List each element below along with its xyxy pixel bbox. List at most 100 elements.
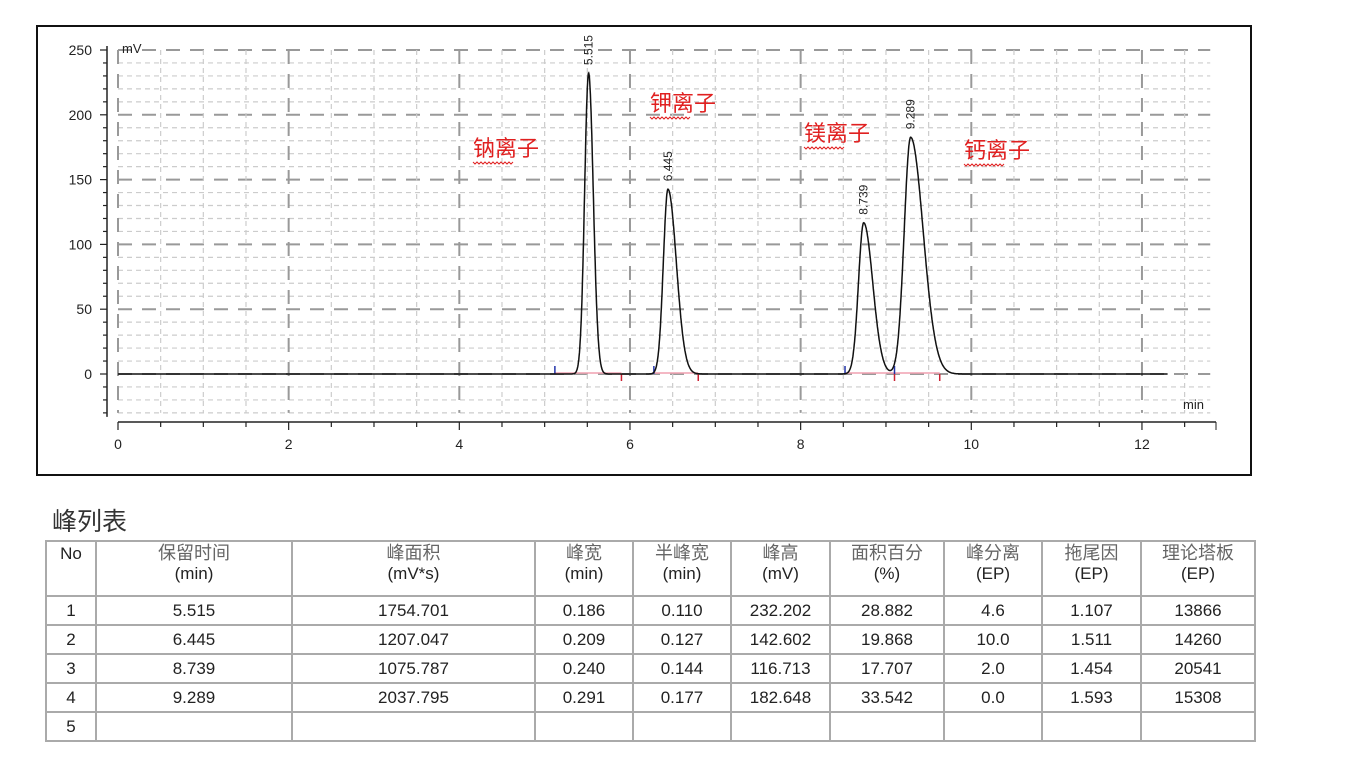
column-header: 峰宽 (min) (534, 540, 634, 597)
header-label: 峰高 (762, 543, 799, 564)
table-row: 4 9.289 2037.795 0.291 0.177 182.648 33.542 0.0… (45, 682, 1256, 713)
ion-annotation: 钠离子 (473, 137, 539, 162)
header-label: 理论塔板 (1162, 543, 1234, 564)
x-tick-label: 12 (1134, 436, 1150, 452)
table-cell: 13866 (1140, 595, 1256, 626)
column-header: No (45, 540, 97, 597)
header-label: 半峰宽 (655, 543, 709, 564)
header-unit: (mV) (762, 564, 799, 583)
peak-rt-label: 8.739 (857, 184, 871, 214)
table-cell: 0.186 (534, 595, 634, 626)
header-label: 拖尾因 (1064, 543, 1119, 564)
table-cell: 9.289 (95, 682, 293, 713)
table-cell (534, 711, 634, 742)
table-cell (730, 711, 831, 742)
header-unit: (%) (873, 564, 901, 583)
table-cell: 116.713 (730, 653, 831, 684)
y-tick-label: 150 (69, 172, 93, 188)
table-cell: 4 (45, 682, 97, 713)
table-cell: 0.209 (534, 624, 634, 655)
table-cell: 1207.047 (291, 624, 536, 655)
header-unit: (min) (174, 564, 214, 583)
table-cell: 1754.701 (291, 595, 536, 626)
y-tick-label: 100 (69, 236, 93, 252)
table-cell: 0.291 (534, 682, 634, 713)
peak-rt-label: 5.515 (582, 35, 596, 65)
table-cell (291, 711, 536, 742)
spellcheck-underline (649, 116, 691, 120)
ion-annotation: 钙离子 (964, 139, 1030, 164)
column-header: 峰面积 (mV*s) (291, 540, 536, 597)
column-header: 理论塔板 (EP) (1140, 540, 1256, 597)
column-header: 半峰宽 (min) (632, 540, 732, 597)
table-cell: 5 (45, 711, 97, 742)
ion-annotation: 镁离子 (804, 122, 870, 147)
table-cell (943, 711, 1043, 742)
y-tick-label: 0 (84, 366, 92, 382)
chromatogram-chart: 250 200 150 100 50 0 0 2 4 6 8 10 12 mV min 5.515 钠离子 6.4… (36, 25, 1252, 476)
table-cell: 0.177 (632, 682, 732, 713)
table-cell: 1.593 (1041, 682, 1142, 713)
table-row: 1 5.515 1754.701 0.186 0.110 232.202 28.882 4.6… (45, 595, 1256, 626)
table-cell: 17.707 (829, 653, 945, 684)
header-label: 峰分离 (966, 543, 1020, 564)
table-cell: 20541 (1140, 653, 1256, 684)
table-cell: 0.144 (632, 653, 732, 684)
header-unit: (min) (662, 564, 702, 583)
x-tick-label: 0 (114, 436, 122, 452)
x-tick-label: 10 (964, 436, 980, 452)
table-cell: 2.0 (943, 653, 1043, 684)
table-cell: 1 (45, 595, 97, 626)
peak-rt-label: 9.289 (904, 99, 918, 129)
table-cell (1041, 711, 1142, 742)
table-cell: 4.6 (943, 595, 1043, 626)
header-label: 面积百分 (851, 543, 923, 564)
table-cell: 232.202 (730, 595, 831, 626)
table-cell (1140, 711, 1256, 742)
header-label: 峰面积 (386, 543, 441, 564)
x-tick-label: 2 (285, 436, 293, 452)
table-cell: 182.648 (730, 682, 831, 713)
table-cell: 5.515 (95, 595, 293, 626)
header-label: No (60, 544, 82, 563)
table-cell: 19.868 (829, 624, 945, 655)
peak-table-title: 峰列表 (52, 507, 128, 536)
column-header: 峰分离 (EP) (943, 540, 1043, 597)
header-label: 保留时间 (158, 543, 230, 564)
table-cell: 33.542 (829, 682, 945, 713)
x-tick-label: 6 (626, 436, 634, 452)
table-cell: 15308 (1140, 682, 1256, 713)
table-cell (95, 711, 293, 742)
header-unit: (EP) (1181, 564, 1215, 583)
header-unit: (EP) (976, 564, 1010, 583)
x-axis-unit: min (1183, 397, 1204, 412)
spellcheck-underline (803, 146, 845, 150)
table-row: 2 6.445 1207.047 0.209 0.127 142.602 19.868 10.… (45, 624, 1256, 655)
table-cell: 0.0 (943, 682, 1043, 713)
chromatogram-trace (118, 71, 1168, 375)
x-tick-label: 4 (455, 436, 463, 452)
y-tick-label: 250 (69, 42, 93, 58)
spellcheck-underline (472, 161, 514, 165)
table-row: 5 (45, 711, 1256, 742)
header-unit: (min) (564, 564, 604, 583)
table-cell: 1075.787 (291, 653, 536, 684)
x-tick-label: 8 (797, 436, 805, 452)
y-axis-unit: mV (122, 41, 142, 56)
table-cell (632, 711, 732, 742)
table-cell: 14260 (1140, 624, 1256, 655)
y-tick-label: 50 (76, 301, 92, 317)
table-cell: 28.882 (829, 595, 945, 626)
header-unit: (EP) (1074, 564, 1109, 583)
spellcheck-underline (963, 163, 1005, 167)
column-header: 面积百分 (%) (829, 540, 945, 597)
column-header: 拖尾因 (EP) (1041, 540, 1142, 597)
table-cell: 1.511 (1041, 624, 1142, 655)
table-cell: 1.454 (1041, 653, 1142, 684)
table-cell: 1.107 (1041, 595, 1142, 626)
table-cell: 142.602 (730, 624, 831, 655)
peak-table: No 保留时间 (min) 峰面积 (mV*s) 峰宽 (min) 半峰宽 (min) 峰高 (mV… (45, 540, 1256, 742)
ion-annotation: 钾离子 (650, 92, 716, 117)
peak-rt-label: 6.445 (661, 151, 675, 181)
table-cell: 2037.795 (291, 682, 536, 713)
